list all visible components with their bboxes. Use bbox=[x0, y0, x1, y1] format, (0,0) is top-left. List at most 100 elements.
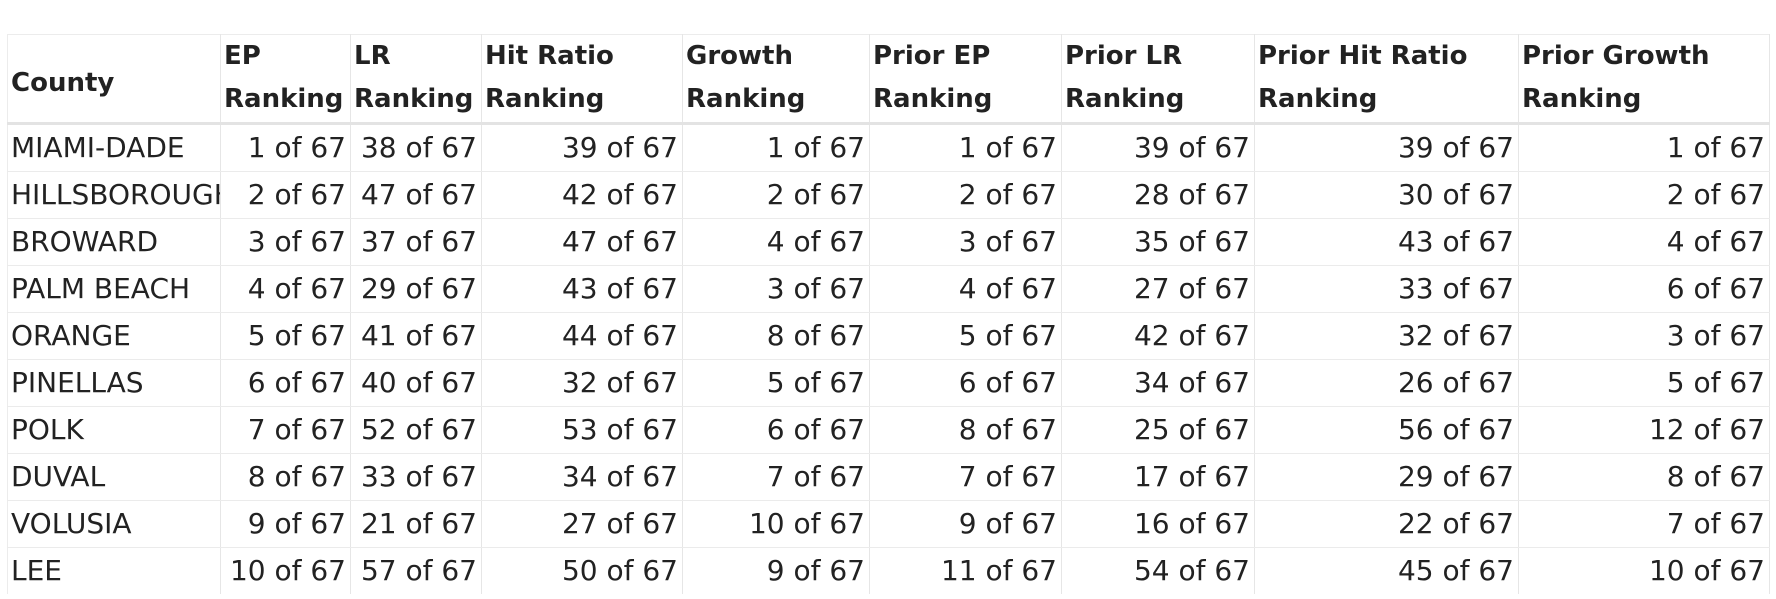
cell-prior-lr-ranking: 27 of 67 bbox=[1061, 265, 1255, 313]
cell-prior-growth-ranking: 4 of 67 bbox=[1518, 218, 1770, 266]
header-row: County EP Ranking LR Ranking Hit Ratio R… bbox=[7, 34, 1770, 125]
cell-hit-ratio-ranking: 27 of 67 bbox=[481, 500, 683, 548]
cell-lr-ranking: 33 of 67 bbox=[350, 453, 482, 501]
cell-prior-lr-ranking: 42 of 67 bbox=[1061, 312, 1255, 360]
cell-ep-ranking: 2 of 67 bbox=[220, 171, 351, 219]
cell-prior-ep-ranking: 6 of 67 bbox=[869, 359, 1062, 407]
column-header-ep-ranking[interactable]: EP Ranking bbox=[220, 34, 351, 125]
cell-prior-hit-ratio-ranking: 29 of 67 bbox=[1254, 453, 1519, 501]
cell-county: ORANGE bbox=[7, 312, 221, 360]
cell-prior-lr-ranking: 16 of 67 bbox=[1061, 500, 1255, 548]
cell-growth-ranking: 1 of 67 bbox=[682, 123, 870, 172]
cell-ep-ranking: 7 of 67 bbox=[220, 406, 351, 454]
cell-ep-ranking: 4 of 67 bbox=[220, 265, 351, 313]
cell-prior-ep-ranking: 11 of 67 bbox=[869, 547, 1062, 594]
cell-prior-hit-ratio-ranking: 39 of 67 bbox=[1254, 123, 1519, 172]
column-header-county[interactable]: County bbox=[7, 34, 221, 125]
cell-growth-ranking: 9 of 67 bbox=[682, 547, 870, 594]
cell-lr-ranking: 21 of 67 bbox=[350, 500, 482, 548]
cell-lr-ranking: 52 of 67 bbox=[350, 406, 482, 454]
cell-prior-growth-ranking: 8 of 67 bbox=[1518, 453, 1770, 501]
cell-ep-ranking: 5 of 67 bbox=[220, 312, 351, 360]
cell-hit-ratio-ranking: 47 of 67 bbox=[481, 218, 683, 266]
table-body: MIAMI-DADE 1 of 67 38 of 67 39 of 67 1 of 67… bbox=[7, 123, 1770, 594]
table-row[interactable]: DUVAL 8 of 67 33 of 67 34 of 67 7 of 67 7 of … bbox=[7, 453, 1770, 501]
cell-prior-growth-ranking: 5 of 67 bbox=[1518, 359, 1770, 407]
table-row[interactable]: PINELLAS 6 of 67 40 of 67 32 of 67 5 of 67 6 … bbox=[7, 359, 1770, 407]
cell-prior-ep-ranking: 7 of 67 bbox=[869, 453, 1062, 501]
cell-prior-lr-ranking: 17 of 67 bbox=[1061, 453, 1255, 501]
table-row[interactable]: ORANGE 5 of 67 41 of 67 44 of 67 8 of 67 5 of… bbox=[7, 312, 1770, 360]
cell-county: PALM BEACH bbox=[7, 265, 221, 313]
county-ranking-table: County EP Ranking LR Ranking Hit Ratio R… bbox=[7, 34, 1770, 594]
table-row[interactable]: PALM BEACH 4 of 67 29 of 67 43 of 67 3 of 67… bbox=[7, 265, 1770, 313]
cell-prior-hit-ratio-ranking: 22 of 67 bbox=[1254, 500, 1519, 548]
cell-prior-ep-ranking: 3 of 67 bbox=[869, 218, 1062, 266]
cell-growth-ranking: 7 of 67 bbox=[682, 453, 870, 501]
cell-ep-ranking: 6 of 67 bbox=[220, 359, 351, 407]
cell-lr-ranking: 29 of 67 bbox=[350, 265, 482, 313]
cell-county: HILLSBOROUGH bbox=[7, 171, 221, 219]
column-header-prior-growth-ranking[interactable]: Prior Growth Ranking bbox=[1518, 34, 1770, 125]
cell-prior-growth-ranking: 6 of 67 bbox=[1518, 265, 1770, 313]
column-header-growth-ranking[interactable]: Growth Ranking bbox=[682, 34, 870, 125]
cell-hit-ratio-ranking: 50 of 67 bbox=[481, 547, 683, 594]
table-row[interactable]: HILLSBOROUGH 2 of 67 47 of 67 42 of 67 2 of … bbox=[7, 171, 1770, 219]
cell-prior-lr-ranking: 34 of 67 bbox=[1061, 359, 1255, 407]
cell-growth-ranking: 3 of 67 bbox=[682, 265, 870, 313]
column-header-prior-lr-ranking[interactable]: Prior LR Ranking bbox=[1061, 34, 1255, 125]
cell-prior-ep-ranking: 5 of 67 bbox=[869, 312, 1062, 360]
cell-county: POLK bbox=[7, 406, 221, 454]
cell-county: BROWARD bbox=[7, 218, 221, 266]
column-header-prior-ep-ranking[interactable]: Prior EP Ranking bbox=[869, 34, 1062, 125]
cell-hit-ratio-ranking: 42 of 67 bbox=[481, 171, 683, 219]
cell-lr-ranking: 41 of 67 bbox=[350, 312, 482, 360]
cell-growth-ranking: 10 of 67 bbox=[682, 500, 870, 548]
table-row[interactable]: LEE 10 of 67 57 of 67 50 of 67 9 of 67 11 of … bbox=[7, 547, 1770, 594]
cell-prior-ep-ranking: 2 of 67 bbox=[869, 171, 1062, 219]
cell-growth-ranking: 5 of 67 bbox=[682, 359, 870, 407]
cell-hit-ratio-ranking: 39 of 67 bbox=[481, 123, 683, 172]
cell-prior-hit-ratio-ranking: 33 of 67 bbox=[1254, 265, 1519, 313]
cell-prior-hit-ratio-ranking: 26 of 67 bbox=[1254, 359, 1519, 407]
table-row[interactable]: MIAMI-DADE 1 of 67 38 of 67 39 of 67 1 of 67… bbox=[7, 123, 1770, 172]
cell-prior-lr-ranking: 39 of 67 bbox=[1061, 123, 1255, 172]
cell-ep-ranking: 8 of 67 bbox=[220, 453, 351, 501]
cell-prior-hit-ratio-ranking: 32 of 67 bbox=[1254, 312, 1519, 360]
cell-prior-growth-ranking: 12 of 67 bbox=[1518, 406, 1770, 454]
cell-prior-hit-ratio-ranking: 43 of 67 bbox=[1254, 218, 1519, 266]
cell-prior-growth-ranking: 1 of 67 bbox=[1518, 123, 1770, 172]
cell-prior-ep-ranking: 4 of 67 bbox=[869, 265, 1062, 313]
cell-ep-ranking: 1 of 67 bbox=[220, 123, 351, 172]
ranking-table-container: County EP Ranking LR Ranking Hit Ratio R… bbox=[7, 34, 1770, 594]
table-row[interactable]: VOLUSIA 9 of 67 21 of 67 27 of 67 10 of 67 9 … bbox=[7, 500, 1770, 548]
column-header-hit-ratio-ranking[interactable]: Hit Ratio Ranking bbox=[481, 34, 683, 125]
cell-county: DUVAL bbox=[7, 453, 221, 501]
cell-prior-growth-ranking: 10 of 67 bbox=[1518, 547, 1770, 594]
cell-lr-ranking: 40 of 67 bbox=[350, 359, 482, 407]
cell-prior-hit-ratio-ranking: 30 of 67 bbox=[1254, 171, 1519, 219]
cell-lr-ranking: 57 of 67 bbox=[350, 547, 482, 594]
cell-lr-ranking: 47 of 67 bbox=[350, 171, 482, 219]
cell-prior-growth-ranking: 3 of 67 bbox=[1518, 312, 1770, 360]
cell-prior-ep-ranking: 1 of 67 bbox=[869, 123, 1062, 172]
table-row[interactable]: BROWARD 3 of 67 37 of 67 47 of 67 4 of 67 3 o… bbox=[7, 218, 1770, 266]
column-header-lr-ranking[interactable]: LR Ranking bbox=[350, 34, 482, 125]
table-header: County EP Ranking LR Ranking Hit Ratio R… bbox=[7, 34, 1770, 125]
cell-ep-ranking: 3 of 67 bbox=[220, 218, 351, 266]
cell-hit-ratio-ranking: 53 of 67 bbox=[481, 406, 683, 454]
cell-prior-ep-ranking: 9 of 67 bbox=[869, 500, 1062, 548]
table-row[interactable]: POLK 7 of 67 52 of 67 53 of 67 6 of 67 8 of 6… bbox=[7, 406, 1770, 454]
cell-ep-ranking: 9 of 67 bbox=[220, 500, 351, 548]
cell-growth-ranking: 4 of 67 bbox=[682, 218, 870, 266]
cell-hit-ratio-ranking: 44 of 67 bbox=[481, 312, 683, 360]
cell-prior-hit-ratio-ranking: 56 of 67 bbox=[1254, 406, 1519, 454]
cell-growth-ranking: 6 of 67 bbox=[682, 406, 870, 454]
column-header-prior-hit-ratio-ranking[interactable]: Prior Hit Ratio Ranking bbox=[1254, 34, 1519, 125]
cell-county: PINELLAS bbox=[7, 359, 221, 407]
cell-hit-ratio-ranking: 34 of 67 bbox=[481, 453, 683, 501]
cell-prior-growth-ranking: 2 of 67 bbox=[1518, 171, 1770, 219]
cell-county: LEE bbox=[7, 547, 221, 594]
cell-prior-ep-ranking: 8 of 67 bbox=[869, 406, 1062, 454]
cell-lr-ranking: 37 of 67 bbox=[350, 218, 482, 266]
